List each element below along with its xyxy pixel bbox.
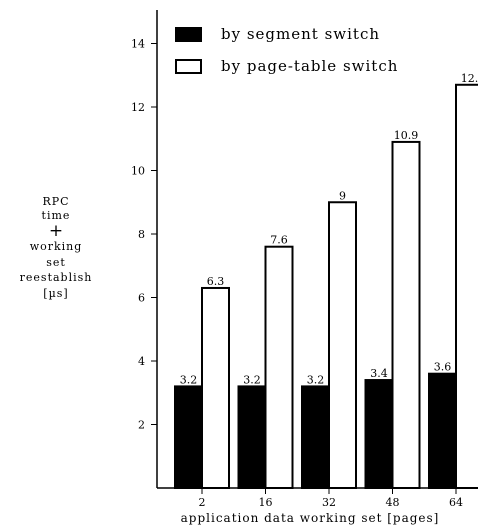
bar-labels-group: 3.2 6.3 3.2 7.6 3.2 9 3.4 10.9 3.6 12.: [180, 72, 478, 387]
bar-value-label: 10.9: [394, 129, 419, 142]
bars-group: [174, 83, 478, 490]
x-ticks-group: 2 16 32 48 64: [199, 488, 463, 509]
bar-page-table-switch: [201, 286, 230, 489]
y-tick-label: 2: [138, 419, 145, 432]
legend-label-page-table-switch: by page-table switch: [221, 57, 399, 75]
x-tick-label: 64: [449, 496, 463, 509]
y-axis-label-line: reestablish: [19, 271, 93, 284]
y-tick-label: 12: [131, 101, 145, 114]
y-axis-label-line: [µs]: [43, 287, 69, 300]
legend-swatch-segment-switch: [175, 27, 202, 42]
bar-value-label: 12.: [461, 72, 478, 85]
bar-page-table-switch: [328, 201, 357, 489]
bar-page-table-switch: [455, 83, 478, 490]
y-tick-label: 10: [131, 165, 145, 178]
bar-segment-switch: [237, 385, 267, 489]
bar-page-table-switch: [264, 245, 294, 489]
y-axis-label-line: time: [41, 209, 71, 222]
y-axis-label-line: set: [46, 256, 66, 269]
x-tick-label: 2: [199, 496, 206, 509]
bar-segment-switch: [174, 385, 203, 489]
bar-value-label: 3.2: [180, 373, 198, 386]
bar-value-label: 7.6: [270, 234, 288, 247]
bar-value-label: 9: [339, 189, 346, 202]
x-tick-label: 32: [322, 496, 336, 509]
y-ticks-group: 2 4 6 8 10 12 14: [131, 38, 157, 432]
bar-segment-switch: [301, 385, 330, 489]
bar-value-label: 6.3: [207, 275, 225, 288]
legend-label-segment-switch: by segment switch: [221, 25, 381, 43]
y-tick-label: 6: [138, 292, 145, 305]
x-tick-label: 48: [386, 496, 400, 509]
y-axis-label-line: RPC: [42, 195, 70, 208]
bar-page-table-switch: [391, 140, 421, 490]
y-axis-label-plus: +: [48, 221, 64, 241]
bar-segment-switch: [428, 372, 457, 490]
bar-value-label: 3.2: [307, 373, 325, 386]
y-tick-label: 14: [131, 38, 145, 51]
legend-swatch-page-table-switch: [175, 59, 202, 74]
x-tick-label: 16: [259, 496, 273, 509]
bar-value-label: 3.4: [370, 367, 388, 380]
x-axis-label: application data working set [pages]: [180, 511, 440, 525]
bar-value-label: 3.2: [243, 373, 261, 386]
bar-value-label: 3.6: [434, 361, 452, 374]
y-tick-label: 8: [138, 228, 145, 241]
y-axis-label-line: working: [29, 240, 83, 253]
y-tick-label: 4: [138, 355, 145, 368]
bar-segment-switch: [364, 379, 394, 489]
